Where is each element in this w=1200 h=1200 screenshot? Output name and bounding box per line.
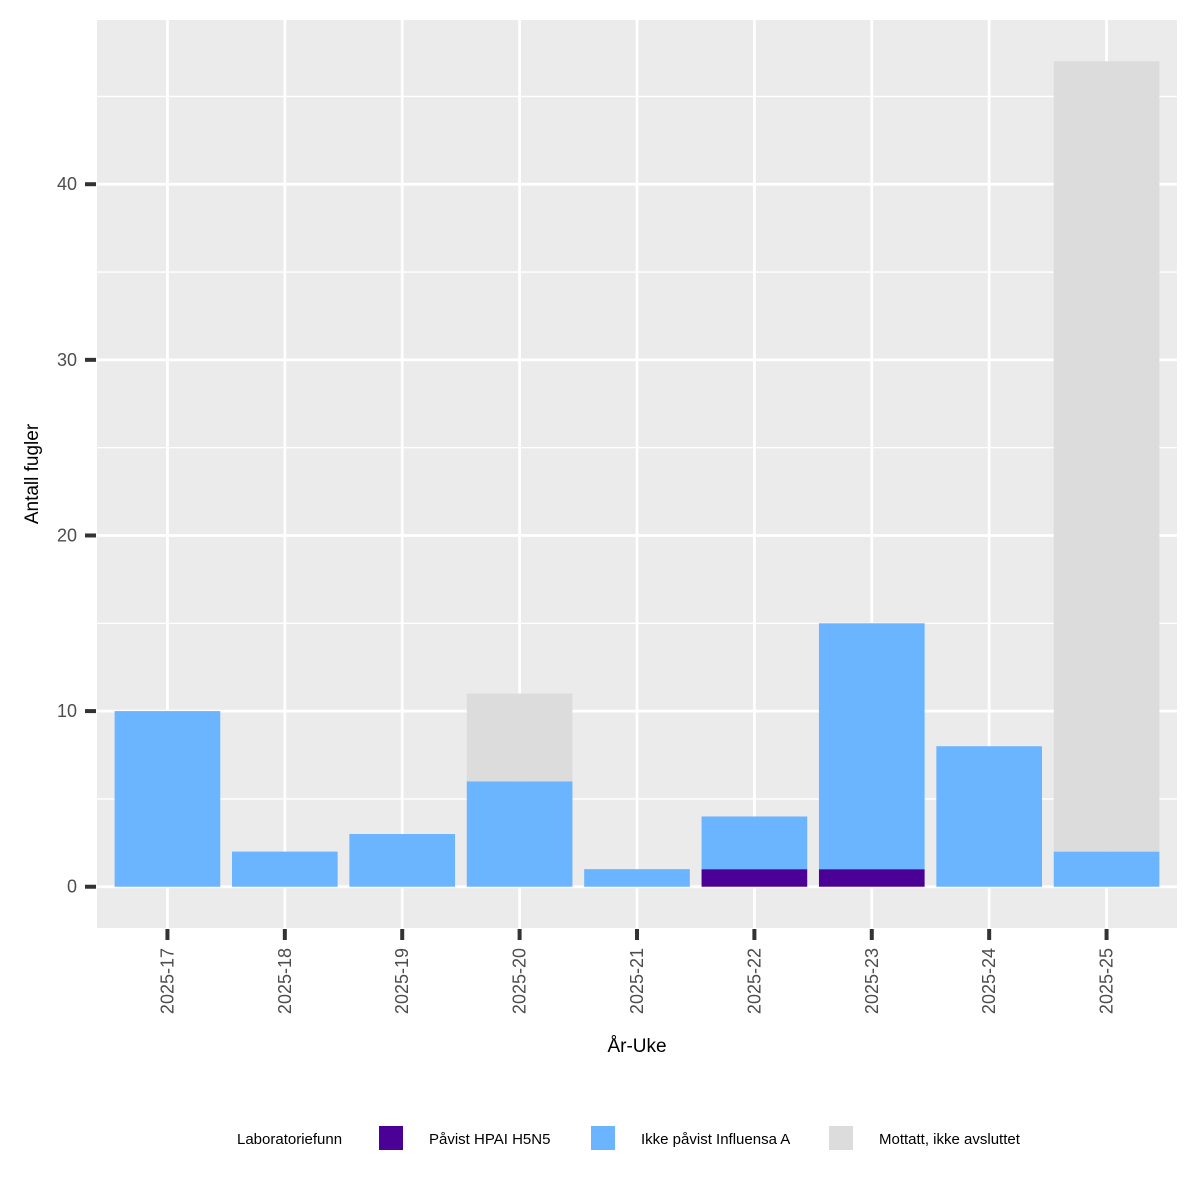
bar-segment: [936, 746, 1042, 887]
x-tick-label: 2025-20: [510, 948, 530, 1014]
x-tick-label: 2025-19: [392, 948, 412, 1014]
bar-segment: [232, 851, 338, 887]
legend: Laboratoriefunn Påvist HPAI H5N5 Ikke påv…: [237, 1126, 1021, 1150]
legend-label: Mottatt, ikke avsluttet: [879, 1131, 1021, 1148]
legend-key: [379, 1126, 403, 1150]
x-tick-label: 2025-25: [1097, 948, 1117, 1014]
legend-key: [829, 1126, 853, 1150]
legend-label: Ikke påvist Influensa A: [641, 1131, 790, 1148]
y-tick-label: 40: [57, 174, 77, 194]
bar-segment: [1053, 851, 1160, 887]
bar-segment: [584, 869, 690, 887]
legend-title: Laboratoriefunn: [237, 1131, 342, 1148]
x-axis-title: År-Uke: [607, 1036, 666, 1057]
bar-segment: [818, 623, 925, 870]
bar-segment: [1053, 61, 1160, 852]
legend-key: [591, 1126, 615, 1150]
y-axis: 0 10 20 30 40: [57, 174, 96, 897]
x-axis: 2025-17 2025-18 2025-19 2025-20 2025-21 2025-…: [157, 929, 1117, 1014]
bar-segment: [349, 834, 456, 887]
x-tick-label: 2025-22: [744, 948, 764, 1014]
bar-segment: [818, 869, 925, 887]
y-tick-label: 30: [57, 350, 77, 370]
bar-segment: [114, 711, 221, 887]
bar-segment: [701, 869, 808, 887]
legend-label: Påvist HPAI H5N5: [429, 1131, 550, 1148]
bar-segment: [701, 816, 808, 870]
y-axis-title: Antall fugler: [22, 423, 43, 524]
bar-segment: [466, 693, 573, 782]
x-tick-label: 2025-18: [275, 948, 295, 1014]
y-tick-label: 20: [57, 525, 77, 545]
x-tick-label: 2025-23: [862, 948, 882, 1014]
x-tick-label: 2025-24: [979, 948, 999, 1014]
bar-segment: [466, 781, 573, 887]
bars: [114, 61, 1160, 887]
x-tick-label: 2025-17: [157, 948, 177, 1014]
y-tick-label: 10: [57, 701, 77, 721]
x-tick-label: 2025-21: [627, 948, 647, 1014]
y-tick-label: 0: [67, 877, 77, 897]
